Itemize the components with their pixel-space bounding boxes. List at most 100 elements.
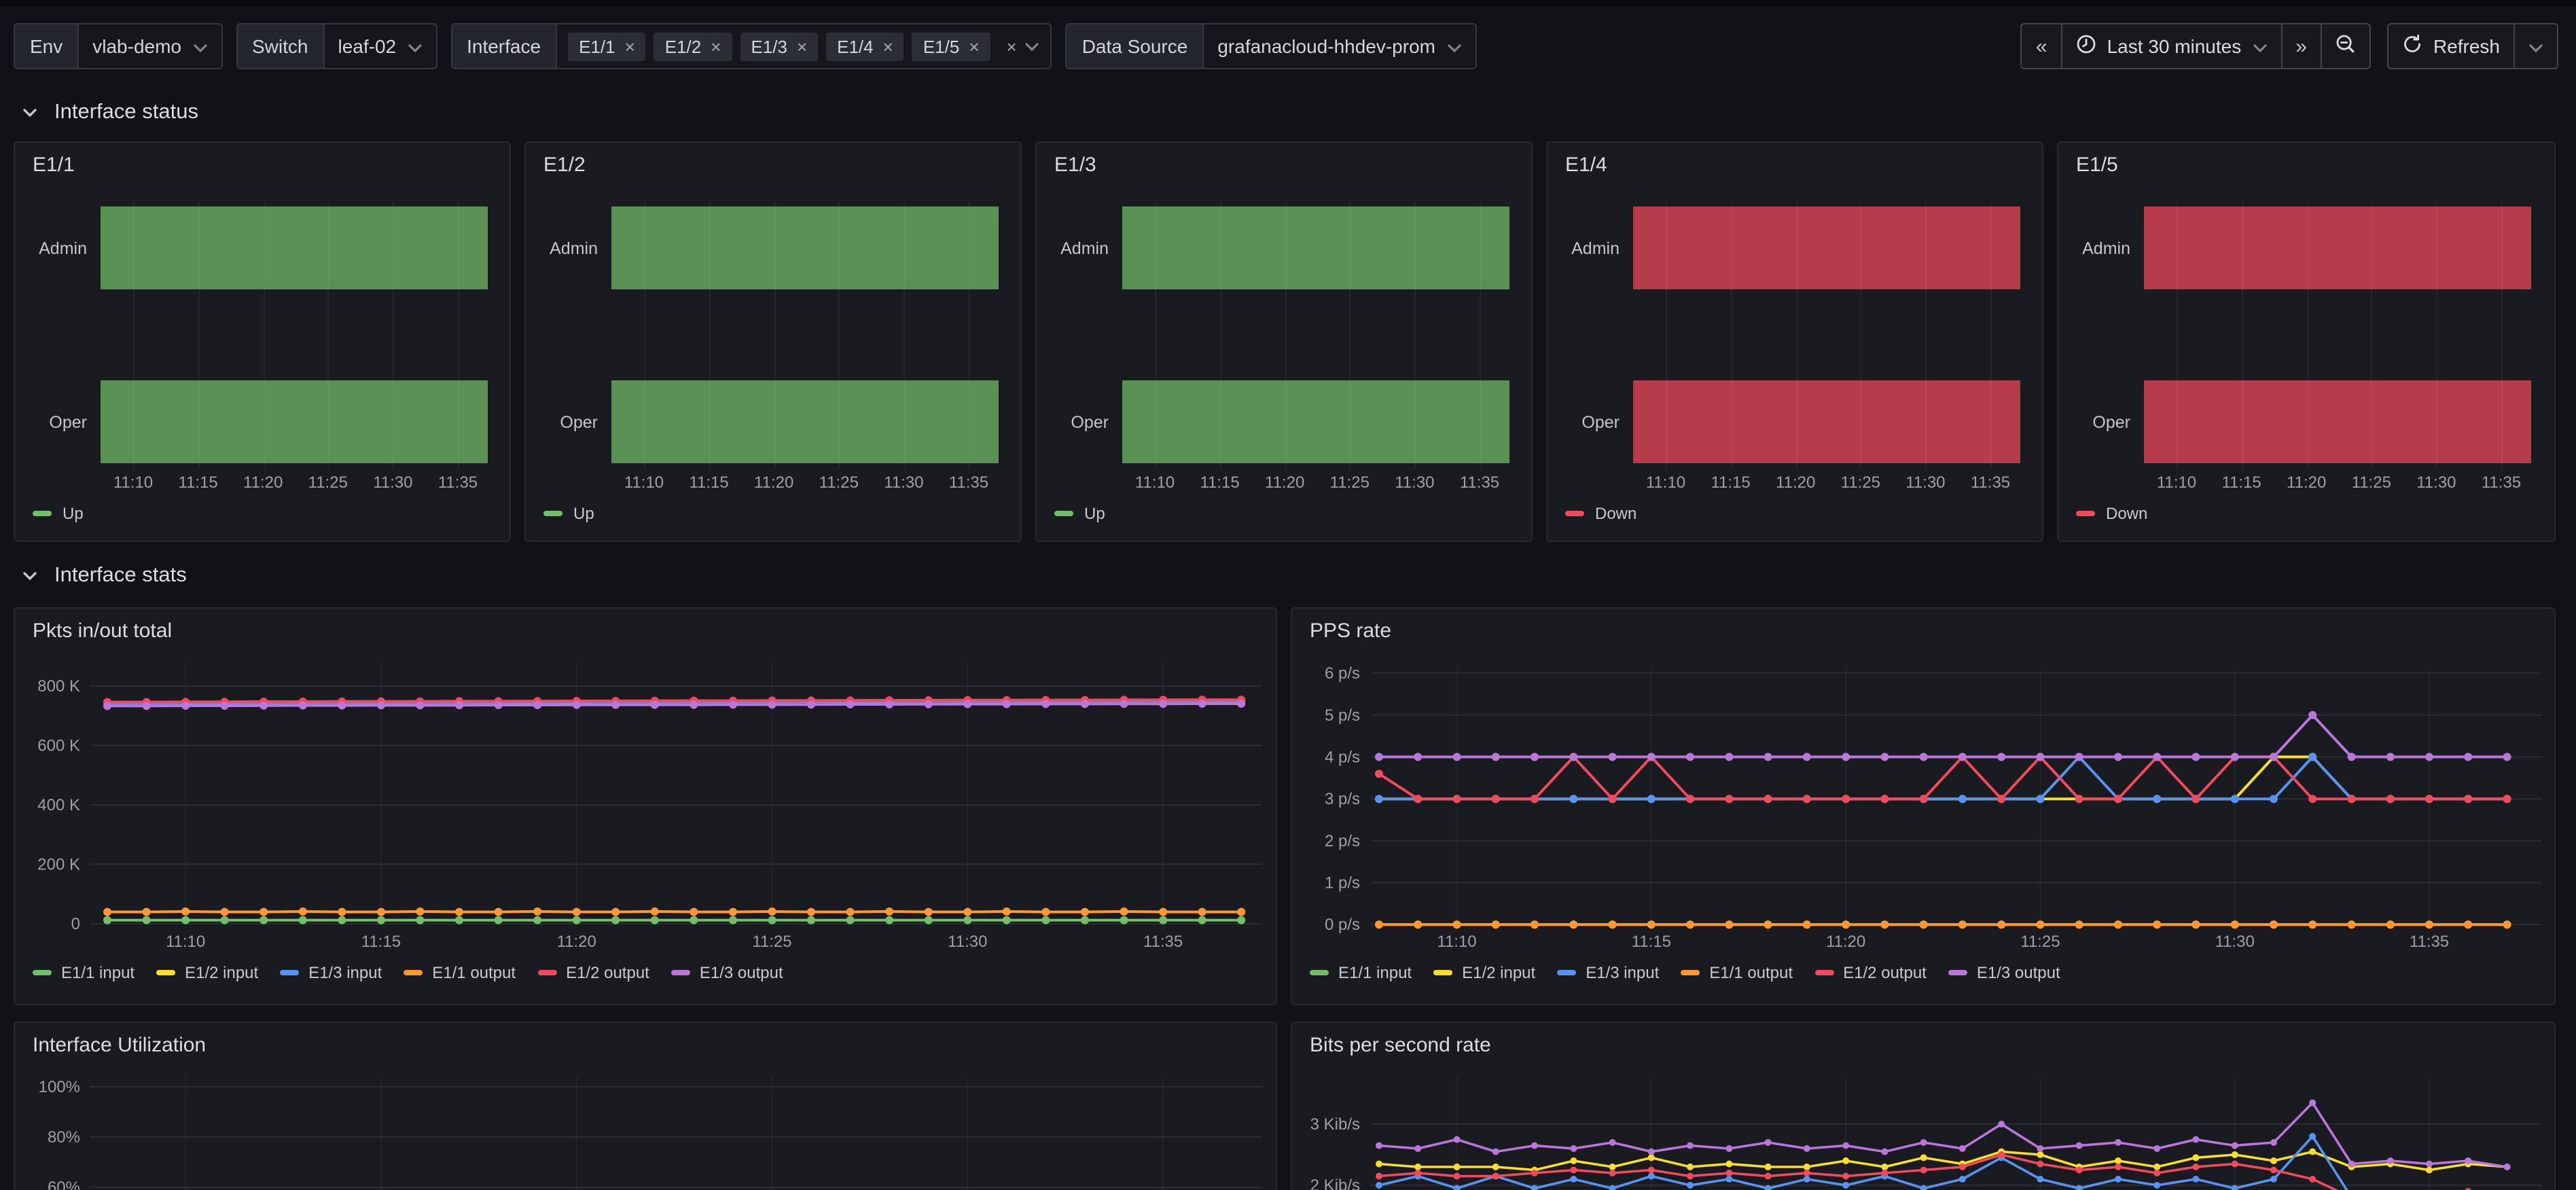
remove-tag-icon[interactable]: ×: [883, 36, 893, 56]
time-shift-back-button[interactable]: «: [2022, 24, 2061, 68]
legend-label: Down: [1595, 504, 1636, 523]
time-range-picker[interactable]: Last 30 minutes: [2061, 24, 2281, 68]
legend-item[interactable]: E1/3 output: [671, 963, 783, 982]
legend-item[interactable]: E1/3 input: [280, 963, 382, 982]
tag-text: E1/4: [837, 36, 874, 56]
remove-tag-icon[interactable]: ×: [625, 36, 635, 56]
panel-title[interactable]: E1/5: [2076, 154, 2118, 177]
chevron-down-icon: [192, 35, 207, 57]
pkts-chart: 800 K600 K400 K200 K011:1011:1511:2011:2…: [15, 609, 1276, 1004]
env-value-dropdown[interactable]: vlab-demo: [79, 24, 221, 68]
interface-tag-chip[interactable]: E1/3 ×: [740, 32, 818, 60]
tag-text: E1/3: [751, 36, 787, 56]
timeline-row-label-oper: Oper: [2062, 413, 2130, 432]
legend-pill: [280, 970, 299, 975]
panel-title[interactable]: E1/1: [33, 154, 75, 177]
remove-tag-icon[interactable]: ×: [969, 36, 979, 56]
legend-pill: [543, 511, 562, 516]
legend-item[interactable]: Up: [33, 504, 84, 523]
time-axis: 11:1011:1511:2011:2511:3011:35: [101, 473, 488, 492]
legend-pill: [1565, 511, 1584, 516]
time-shift-forward-button[interactable]: »: [2280, 24, 2321, 68]
legend-pill: [1814, 970, 1833, 975]
legend-label: Up: [1084, 504, 1105, 523]
panel-e1-3: E1/3 Admin Oper 11:1011:1511:2011:2511:3…: [1035, 141, 1533, 542]
timeline-bar-admin: [1122, 206, 1509, 289]
datasource-value: grafanacloud-hhdev-prom: [1217, 35, 1435, 57]
legend-item[interactable]: Down: [1565, 504, 1636, 523]
panel-title[interactable]: E1/3: [1054, 154, 1096, 177]
panel-title[interactable]: PPS rate: [1310, 619, 1391, 643]
legend-item[interactable]: Up: [543, 504, 594, 523]
svg-text:3 p/s: 3 p/s: [1325, 790, 1360, 808]
panel-title[interactable]: Interface Utilization: [33, 1034, 206, 1057]
time-axis: 11:1011:1511:2011:2511:3011:35: [1633, 473, 2020, 492]
time-axis: 11:1011:1511:2011:2511:3011:35: [611, 473, 999, 492]
chevron-down-icon: [22, 101, 38, 125]
legend-pill: [671, 970, 690, 975]
svg-text:11:35: 11:35: [2410, 933, 2449, 951]
legend-item[interactable]: E1/3 output: [1948, 963, 2060, 982]
double-chevron-right-icon: »: [2295, 36, 2307, 56]
panel-title[interactable]: Bits per second rate: [1310, 1034, 1491, 1057]
legend-label: Up: [62, 504, 84, 523]
svg-text:11:35: 11:35: [1143, 933, 1183, 951]
section-interface-status[interactable]: Interface status: [22, 101, 198, 125]
svg-text:11:15: 11:15: [1632, 933, 1671, 951]
interface-tag-chip[interactable]: E1/2 ×: [654, 32, 732, 60]
legend-item[interactable]: E1/1 input: [1310, 963, 1412, 982]
magnifier-minus-icon: [2336, 34, 2356, 58]
legend-label: Down: [2106, 504, 2147, 523]
legend-item[interactable]: E1/2 output: [537, 963, 649, 982]
legend-item[interactable]: E1/2 input: [1433, 963, 1535, 982]
interface-tag-chip[interactable]: E1/5 ×: [912, 32, 990, 60]
svg-text:100%: 100%: [39, 1078, 80, 1096]
legend-label: E1/3 output: [700, 963, 783, 982]
panel-title[interactable]: Pkts in/out total: [33, 619, 172, 643]
timeline-row-label-admin: Admin: [530, 239, 598, 258]
clear-all-tags-icon[interactable]: ×: [1007, 36, 1017, 56]
refresh-button[interactable]: Refresh: [2389, 24, 2514, 68]
env-value: vlab-demo: [92, 35, 181, 57]
panel-title[interactable]: E1/2: [543, 154, 586, 177]
panel-title[interactable]: E1/4: [1565, 154, 1607, 177]
interface-tag-chip[interactable]: E1/4 ×: [826, 32, 904, 60]
interface-tag-chip[interactable]: E1/1 ×: [568, 32, 646, 60]
panel-e1-2: E1/2 Admin Oper 11:1011:1511:2011:2511:3…: [524, 141, 1022, 542]
remove-tag-icon[interactable]: ×: [797, 36, 807, 56]
svg-text:11:10: 11:10: [166, 933, 205, 951]
legend-item[interactable]: Up: [1054, 504, 1105, 523]
panel-pps-rate: PPS rate 6 p/s5 p/s4 p/s3 p/s2 p/s1 p/s0…: [1291, 607, 2556, 1005]
legend-item[interactable]: E1/2 output: [1814, 963, 1927, 982]
variable-interface: Interface E1/1 × E1/2 × E1/3 ×: [450, 23, 1052, 69]
legend-label: Up: [573, 504, 594, 523]
legend-item[interactable]: E1/1 output: [1681, 963, 1793, 982]
legend-label: E1/2 output: [566, 963, 649, 982]
switch-value-dropdown[interactable]: leaf-02: [324, 24, 435, 68]
remove-tag-icon[interactable]: ×: [711, 36, 721, 56]
legend-item[interactable]: E1/1 input: [33, 963, 135, 982]
svg-text:11:30: 11:30: [948, 933, 987, 951]
svg-text:400 K: 400 K: [37, 796, 80, 814]
zoom-out-time-button[interactable]: [2321, 24, 2369, 68]
svg-text:600 K: 600 K: [37, 737, 80, 755]
refresh-interval-dropdown[interactable]: [2514, 24, 2557, 68]
legend-pill: [404, 970, 423, 975]
legend-item[interactable]: E1/2 input: [156, 963, 258, 982]
legend-pill: [1557, 970, 1576, 975]
timeline-row-label-oper: Oper: [19, 413, 87, 432]
legend-label: E1/1 input: [1338, 963, 1412, 982]
datasource-value-dropdown[interactable]: grafanacloud-hhdev-prom: [1204, 24, 1475, 68]
section-interface-stats[interactable]: Interface stats: [22, 564, 187, 588]
chevron-down-icon[interactable]: [1025, 34, 1040, 58]
legend-item[interactable]: E1/3 input: [1557, 963, 1659, 982]
svg-text:11:25: 11:25: [2020, 933, 2060, 951]
svg-text:11:10: 11:10: [1437, 933, 1476, 951]
chevron-down-icon: [2528, 35, 2543, 57]
timeline-bar-oper: [1633, 380, 2020, 463]
time-axis: 11:1011:1511:2011:2511:3011:35: [2144, 473, 2531, 492]
legend-item[interactable]: Down: [2076, 504, 2147, 523]
time-controls: « Last 30 minutes »: [2021, 23, 2558, 69]
legend-item[interactable]: E1/1 output: [404, 963, 516, 982]
svg-text:5 p/s: 5 p/s: [1325, 706, 1360, 725]
